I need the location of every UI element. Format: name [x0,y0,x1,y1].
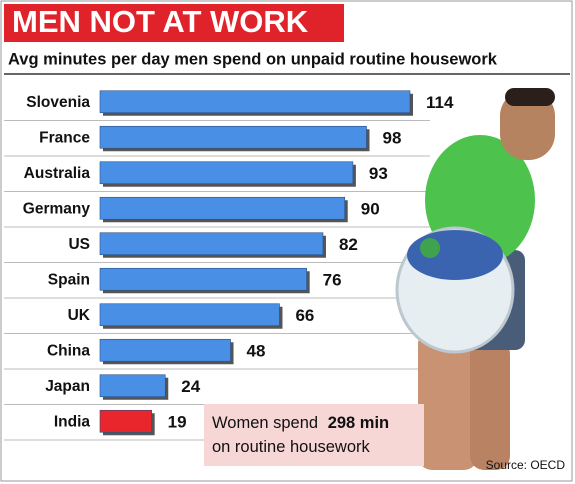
value-label: 24 [181,377,200,396]
value-label: 114 [426,93,454,112]
bar [99,90,411,114]
chart-title: MEN NOT AT WORK [12,4,309,39]
bar [99,196,346,220]
category-label: Japan [45,378,90,395]
bar [99,409,152,433]
annotation-text: on routine housework [212,438,371,456]
bar [99,232,324,256]
category-label: India [54,413,91,430]
annotation-text: Women spend [212,414,318,432]
value-label: 76 [323,271,342,290]
category-label: Germany [23,200,91,217]
value-label: 98 [382,129,401,148]
chart-subtitle: Avg minutes per day men spend on unpaid … [8,50,498,68]
value-label: 82 [339,235,358,254]
bar [99,303,280,327]
category-label: China [47,342,90,359]
value-label: 90 [361,200,380,219]
value-label: 19 [168,413,187,432]
bar [99,161,354,185]
value-label: 48 [247,342,266,361]
annotation-box [204,404,424,466]
bar [99,374,166,398]
annotation: Women spend 298 min on routine housework [212,414,394,456]
category-label: UK [68,307,91,324]
category-label: Australia [24,165,91,182]
annotation-highlight: 298 min [328,414,389,432]
source: Source: OECD [486,458,566,472]
bar [99,267,307,291]
bar [99,125,367,149]
category-label: Slovenia [26,94,90,111]
photo [395,88,555,470]
value-label: 66 [295,306,314,325]
category-label: France [39,129,90,146]
title-banner [4,4,344,42]
bar [99,338,231,362]
category-label: Spain [48,271,90,288]
category-label: US [68,236,90,253]
value-label: 93 [369,164,388,183]
